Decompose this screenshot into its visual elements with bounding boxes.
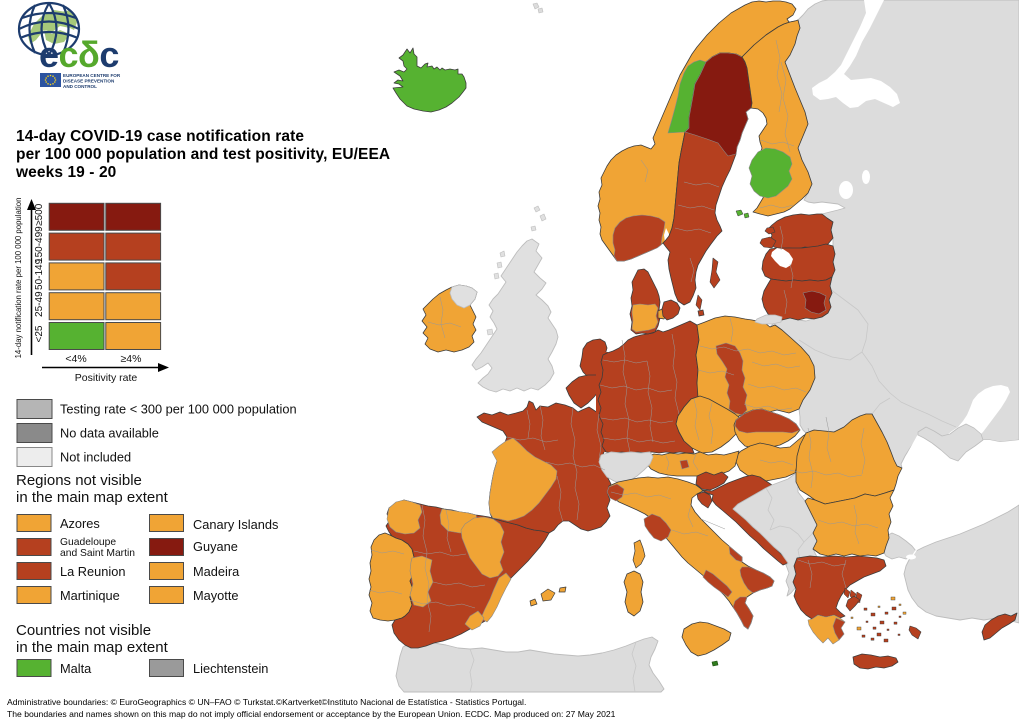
- svg-text:150-499: 150-499: [34, 226, 45, 263]
- svg-text:AND CONTROL: AND CONTROL: [63, 84, 97, 89]
- svg-text:in the main map extent: in the main map extent: [16, 489, 169, 506]
- svg-text:Martinique: Martinique: [60, 588, 120, 603]
- svg-text:ecδc: ecδc: [39, 34, 119, 75]
- svg-text:Liechtenstein: Liechtenstein: [193, 661, 268, 676]
- svg-text:Not included: Not included: [60, 450, 131, 465]
- svg-text:Azores: Azores: [60, 516, 100, 531]
- svg-text:50-149: 50-149: [34, 258, 45, 290]
- svg-text:No data available: No data available: [60, 426, 159, 441]
- svg-text:≥500: ≥500: [34, 203, 45, 226]
- svg-text:Positivity rate: Positivity rate: [75, 372, 138, 384]
- svg-text:Guadeloupe: Guadeloupe: [60, 537, 116, 548]
- svg-text:Canary Islands: Canary Islands: [193, 517, 278, 532]
- svg-text:La Reunion: La Reunion: [60, 564, 125, 579]
- svg-text:Madeira: Madeira: [193, 564, 240, 579]
- svg-text:14-day notification rate per 1: 14-day notification rate per 100 000 pop…: [14, 198, 23, 359]
- svg-text:DISEASE PREVENTION: DISEASE PREVENTION: [63, 79, 115, 84]
- svg-text:Guyane: Guyane: [193, 539, 238, 554]
- svg-text:<25: <25: [34, 325, 45, 342]
- svg-text:and Saint Martin: and Saint Martin: [60, 548, 135, 559]
- svg-text:≥4%: ≥4%: [121, 353, 142, 365]
- svg-text:Mayotte: Mayotte: [193, 588, 239, 603]
- svg-text:<4%: <4%: [65, 353, 86, 365]
- svg-text:Malta: Malta: [60, 661, 92, 676]
- svg-text:Countries not visible: Countries not visible: [16, 622, 151, 639]
- svg-text:in the main map extent: in the main map extent: [16, 639, 169, 656]
- svg-text:Regions not visible: Regions not visible: [16, 472, 142, 489]
- svg-text:25-49: 25-49: [34, 291, 45, 317]
- svg-text:Testing rate < 300 per 100 000: Testing rate < 300 per 100 000 populatio…: [60, 402, 297, 417]
- svg-text:EUROPEAN CENTRE FOR: EUROPEAN CENTRE FOR: [63, 73, 121, 78]
